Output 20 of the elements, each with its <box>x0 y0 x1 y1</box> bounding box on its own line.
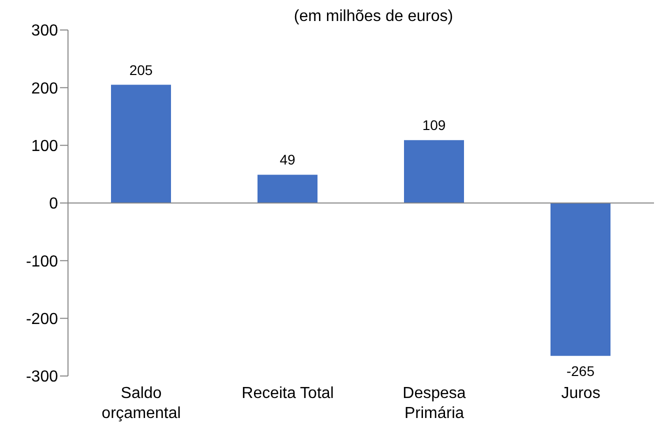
y-tick-label: -200 <box>26 311 58 328</box>
data-label: -265 <box>566 362 595 379</box>
x-tick-label: Despesa Primária <box>402 385 466 422</box>
chart-subtitle: (em milhões de euros) <box>292 8 454 26</box>
data-label: 205 <box>129 62 153 78</box>
bar <box>550 203 610 356</box>
x-tick-label: Receita Total <box>242 385 334 402</box>
x-tick-label: Juros <box>561 385 600 402</box>
y-tick-label: 100 <box>31 138 58 156</box>
bar <box>111 84 171 203</box>
data-label: 109 <box>422 117 446 134</box>
data-label: 49 <box>280 152 296 168</box>
y-tick-label: 300 <box>31 22 58 40</box>
bar <box>258 174 318 203</box>
y-tick-label: -100 <box>26 253 58 270</box>
y-tick-label: -300 <box>26 368 58 386</box>
bar <box>404 140 464 203</box>
x-tick-label: Saldo orçamental <box>102 385 181 422</box>
y-tick-label: 200 <box>31 80 58 98</box>
y-tick-label: 0 <box>49 196 58 213</box>
